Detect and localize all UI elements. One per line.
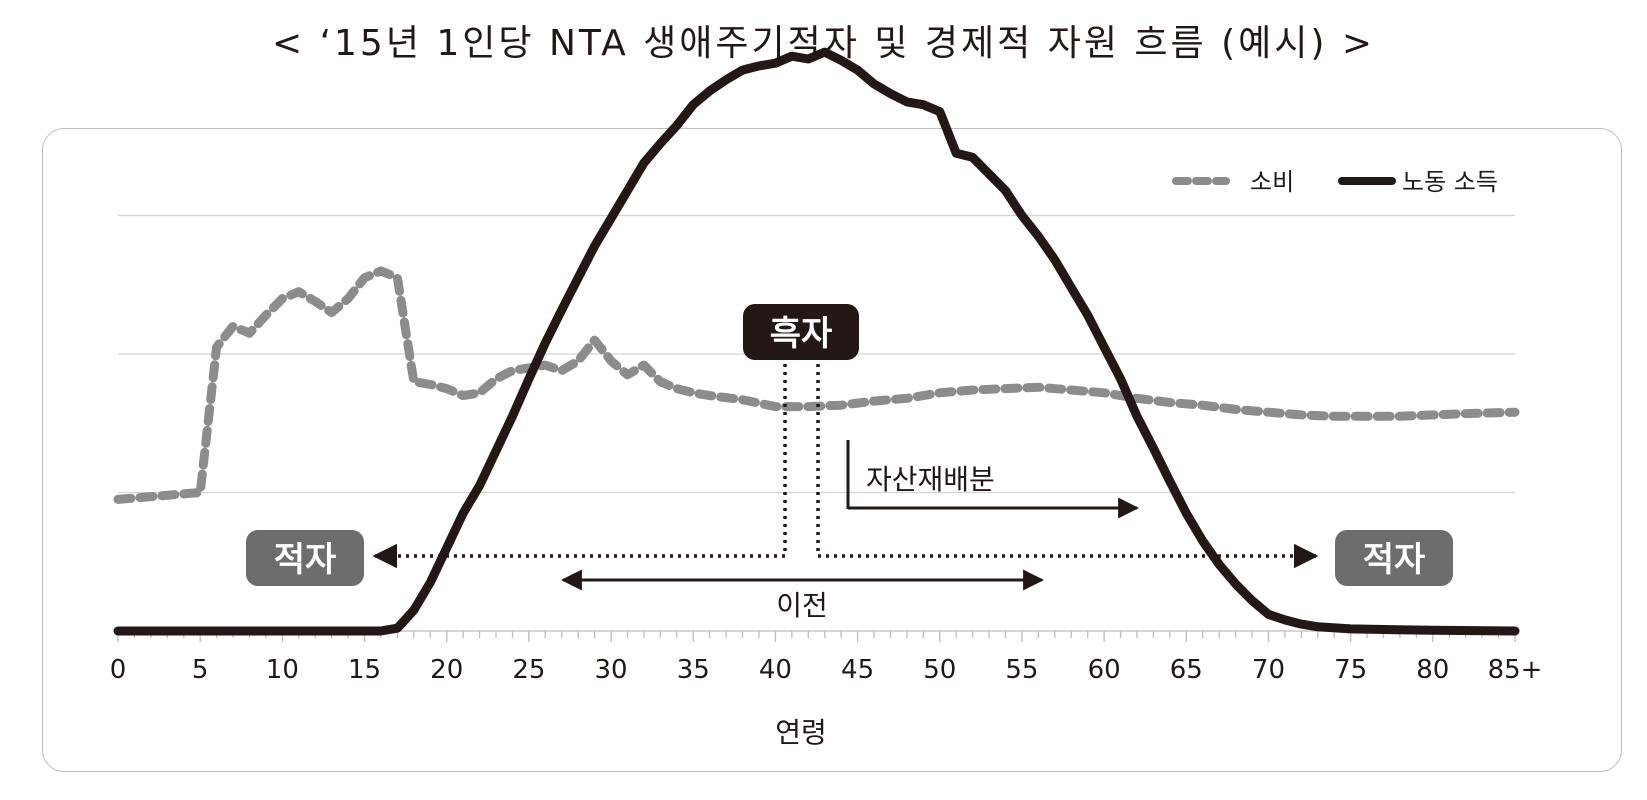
deficit-right-badge	[1335, 530, 1453, 586]
x-tick-label: 25	[512, 655, 545, 685]
x-tick-label: 5	[192, 655, 209, 685]
surplus-label: 흑자	[770, 314, 833, 354]
x-tick-label: 40	[759, 655, 792, 685]
annotations: 흑자 자산재배분 이전 적자 적자	[246, 304, 1453, 622]
x-tick-label: 15	[348, 655, 381, 685]
deficit-right-label: 적자	[1363, 540, 1426, 580]
x-tick-label: 45	[841, 655, 874, 685]
legend-labor-income-label: 노동 소득	[1402, 168, 1498, 196]
chart-panel	[42, 128, 1622, 772]
x-axis-label: 연령	[775, 716, 827, 749]
labor-income-series-line	[113, 47, 1520, 636]
x-tick-label: 85+	[1488, 655, 1543, 685]
transfer-label: 이전	[776, 589, 828, 622]
x-tick-label: 50	[923, 655, 956, 685]
x-tick-label: 30	[595, 655, 628, 685]
x-tick-label: 0	[110, 655, 127, 685]
x-tick-label: 70	[1252, 655, 1285, 685]
legend: 소비 노동 소득	[1172, 168, 1498, 196]
deficit-left-label: 적자	[274, 540, 337, 580]
asset-reallocation-label: 자산재배분	[866, 463, 995, 496]
x-tick-label: 10	[266, 655, 299, 685]
x-tick-label: 55	[1005, 655, 1038, 685]
consumption-series-line	[113, 266, 1520, 504]
x-tick-label: 80	[1416, 655, 1449, 685]
x-tick-label: 65	[1170, 655, 1203, 685]
deficit-left-badge	[246, 530, 364, 586]
x-tick-label: 75	[1334, 655, 1367, 685]
surplus-badge	[743, 304, 859, 360]
x-axis: 0 5 10 15 20 25 30 35 40 45 50 55 60 65 70 75 80 85+	[110, 630, 1543, 685]
series	[113, 47, 1520, 636]
x-tick-label: 60	[1088, 655, 1121, 685]
x-tick-label: 35	[677, 655, 710, 685]
x-tick-label: 20	[430, 655, 463, 685]
legend-consumption-label: 소비	[1250, 168, 1294, 196]
